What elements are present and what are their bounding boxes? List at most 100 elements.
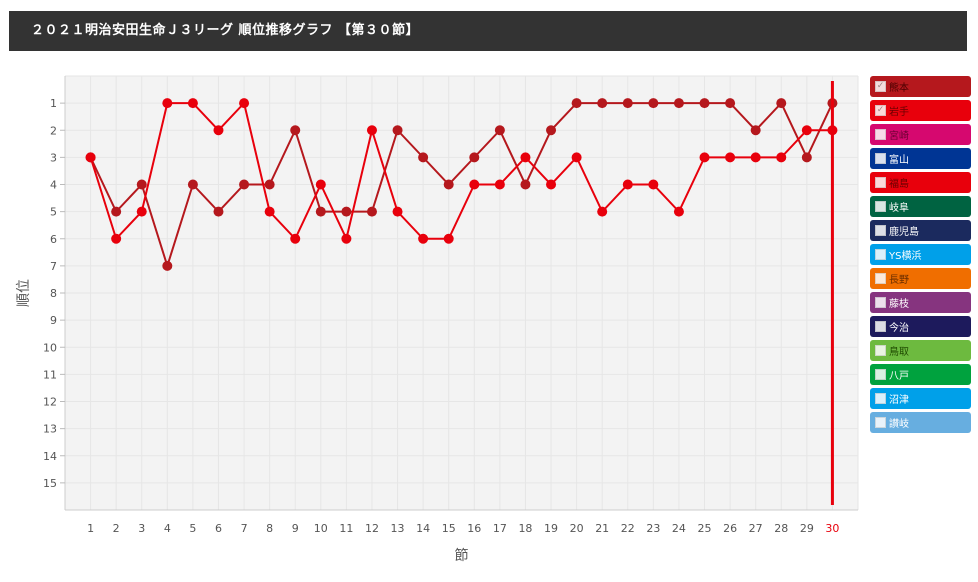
series-point-熊本 [776,98,787,109]
legend-item[interactable]: 鳥取 [870,340,971,361]
series-point-熊本 [187,179,198,190]
series-point-岩手 [622,179,633,190]
legend-item[interactable]: ✓ 熊本 [870,76,971,97]
series-point-熊本 [673,98,684,109]
x-tick-label: 24 [672,522,686,535]
legend-item[interactable]: YS横浜 [870,244,971,265]
series-point-熊本 [571,98,582,109]
series-point-岩手 [85,152,96,163]
y-tick-label: 1 [50,97,57,110]
x-tick-label: 6 [215,522,222,535]
legend-label: YS横浜 [889,251,922,262]
checkbox-icon[interactable] [875,225,886,236]
y-tick-label: 12 [43,396,57,409]
x-tick-label: 17 [493,522,507,535]
legend-item[interactable]: 八戸 [870,364,971,385]
series-point-熊本 [392,125,403,136]
series-point-岩手 [111,233,122,244]
legend-label: 鳥取 [889,347,909,358]
legend-item[interactable]: 藤枝 [870,292,971,313]
y-tick-label: 9 [50,314,57,327]
legend-item[interactable]: 宮崎 [870,124,971,145]
legend-label: 讃岐 [889,419,909,430]
checkbox-icon[interactable] [875,201,886,212]
legend-item[interactable]: 富山 [870,148,971,169]
legend-item[interactable]: 鹿児島 [870,220,971,241]
legend-label: 宮崎 [889,131,909,142]
checkbox-checked-icon[interactable]: ✓ [875,105,886,116]
series-point-熊本 [136,179,147,190]
legend-item[interactable]: 沼津 [870,388,971,409]
x-tick-label: 16 [467,522,481,535]
series-point-熊本 [520,179,531,190]
series-point-熊本 [494,125,505,136]
y-tick-label: 5 [50,206,57,219]
legend-item[interactable]: 福島 [870,172,971,193]
y-tick-label: 8 [50,287,57,300]
checkbox-icon[interactable] [875,249,886,260]
x-tick-label: 29 [800,522,814,535]
legend-item[interactable]: 今治 [870,316,971,337]
y-tick-label: 15 [43,477,57,490]
x-tick-label: 11 [339,522,353,535]
checkbox-icon[interactable] [875,177,886,188]
checkbox-icon[interactable] [875,345,886,356]
series-point-熊本 [597,98,608,109]
legend-label: 岩手 [889,107,909,118]
legend-label: 八戸 [889,371,909,382]
checkbox-icon[interactable] [875,321,886,332]
legend-item[interactable]: 長野 [870,268,971,289]
y-axis-title: 順位 [16,279,32,307]
series-point-岩手 [648,179,659,190]
legend-label: 今治 [889,323,909,334]
series-point-岩手 [418,233,429,244]
checkbox-icon[interactable] [875,369,886,380]
series-point-岩手 [239,98,250,109]
x-tick-label: 3 [138,522,145,535]
checkbox-icon[interactable] [875,297,886,308]
x-tick-label: 30 [825,522,839,535]
y-tick-label: 11 [43,368,57,381]
series-point-岩手 [264,206,275,217]
series-point-熊本 [801,152,812,163]
legend-item[interactable]: 岐阜 [870,196,971,217]
x-tick-label: 2 [113,522,120,535]
legend-label: 熊本 [889,83,909,94]
checkbox-checked-icon[interactable]: ✓ [875,81,886,92]
series-point-岩手 [725,152,736,163]
series-point-熊本 [315,206,326,217]
x-tick-label: 8 [266,522,273,535]
series-point-岩手 [750,152,761,163]
legend-label: 福島 [889,179,909,190]
x-tick-label: 1 [87,522,94,535]
checkbox-icon[interactable] [875,417,886,428]
series-point-熊本 [750,125,761,136]
y-tick-label: 14 [43,450,57,463]
x-tick-label: 22 [621,522,635,535]
legend-item[interactable]: ✓ 岩手 [870,100,971,121]
x-tick-label: 27 [749,522,763,535]
series-point-熊本 [341,206,352,217]
series-point-熊本 [162,260,173,271]
series-point-岩手 [187,98,198,109]
checkbox-icon[interactable] [875,129,886,140]
checkbox-icon[interactable] [875,273,886,284]
checkbox-icon[interactable] [875,153,886,164]
series-point-岩手 [776,152,787,163]
legend-label: 長野 [889,275,909,286]
y-tick-label: 13 [43,423,57,436]
x-tick-label: 28 [774,522,788,535]
series-point-熊本 [111,206,122,217]
legend-item[interactable]: 讃岐 [870,412,971,433]
x-tick-label: 15 [442,522,456,535]
series-point-岩手 [162,98,173,109]
y-tick-label: 10 [43,341,57,354]
checkbox-icon[interactable] [875,393,886,404]
x-tick-label: 18 [518,522,532,535]
series-point-岩手 [136,206,147,217]
x-tick-label: 12 [365,522,379,535]
y-tick-label: 6 [50,233,57,246]
series-point-熊本 [213,206,224,217]
legend-label: 藤枝 [889,299,909,310]
x-axis-title: 節 [455,547,469,564]
